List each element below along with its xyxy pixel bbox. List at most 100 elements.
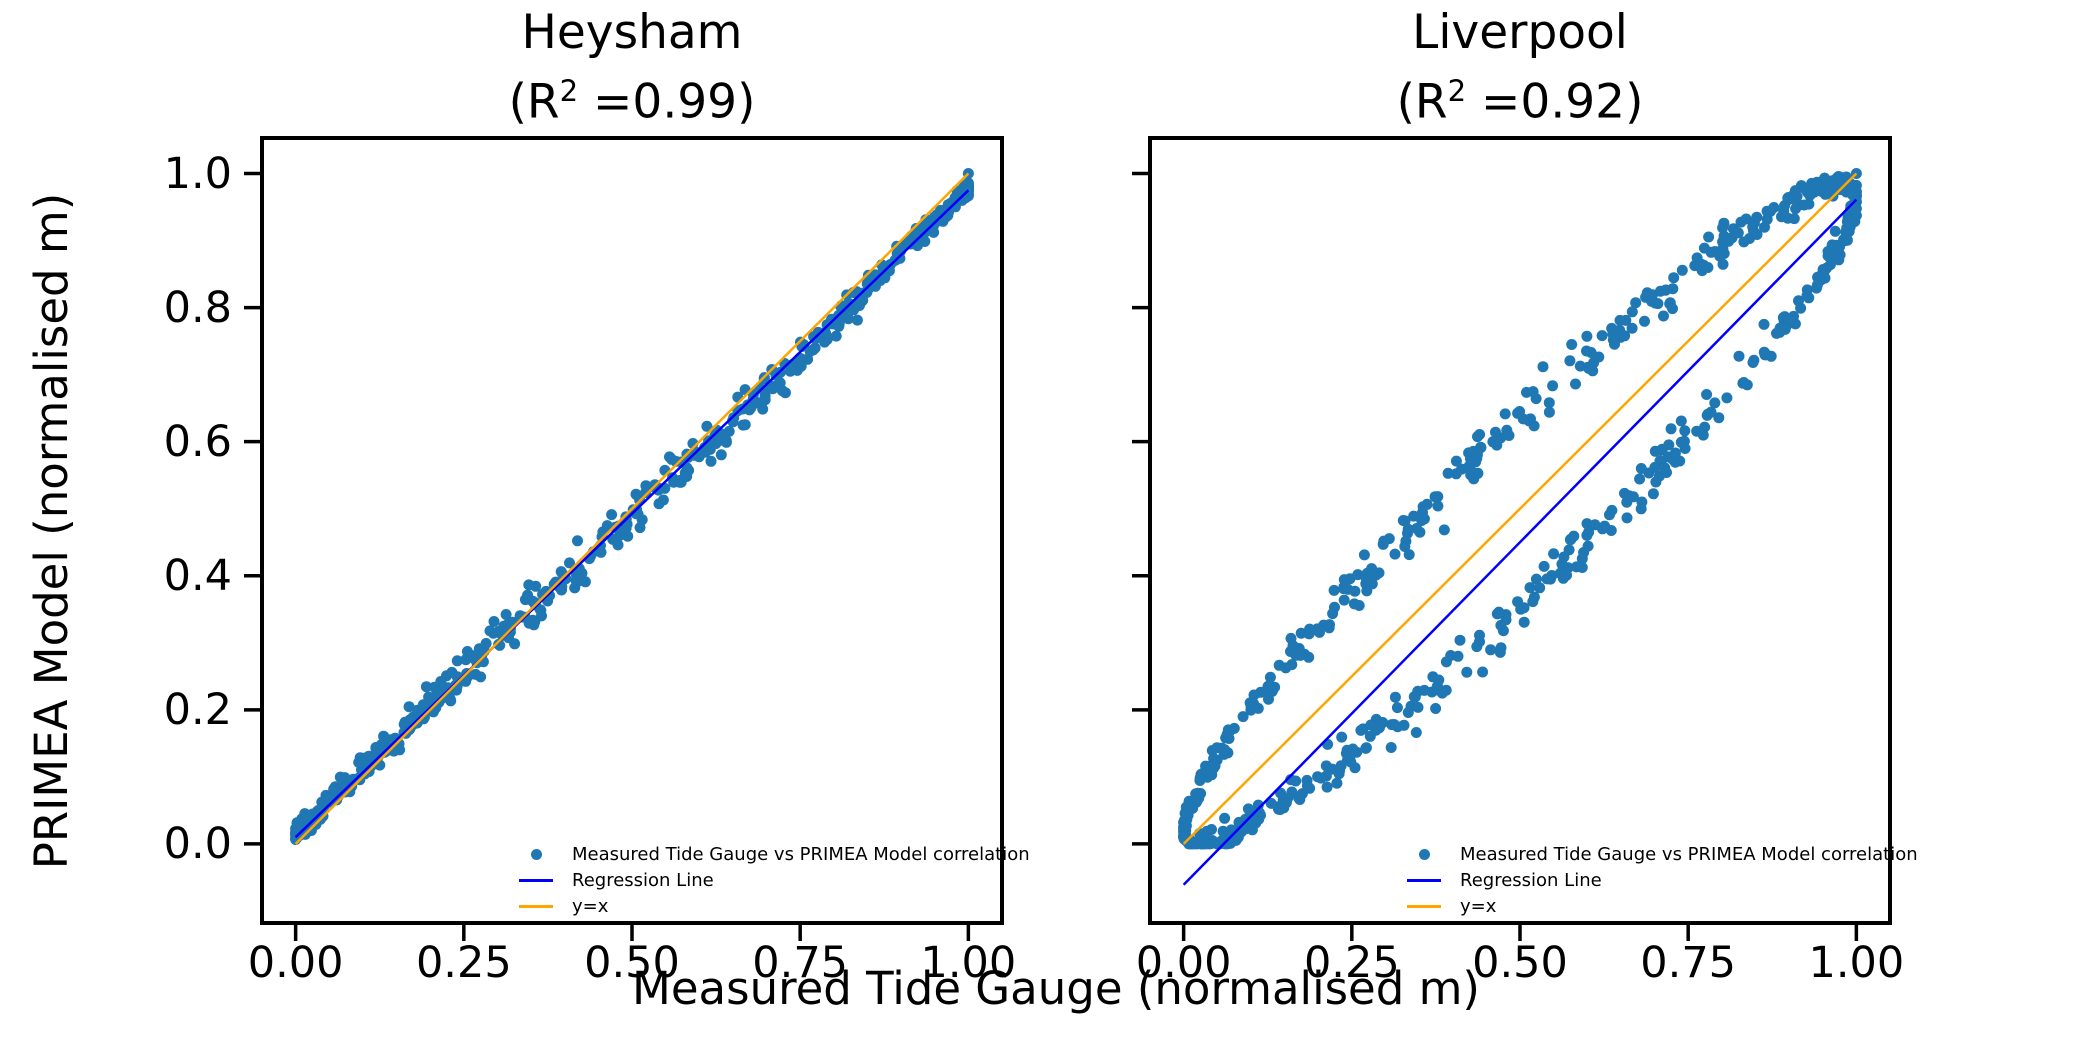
x-tick-label: 1.00 [920,938,1017,988]
legend-line-swatch [1407,904,1441,908]
scatter-point [1698,242,1710,254]
scatter-point [1829,225,1841,237]
scatter-point [1500,614,1512,626]
scatter-point [961,183,973,194]
scatter-point [1548,548,1560,560]
scatter-point [1264,671,1276,683]
r2-suffix: =0.92) [1466,74,1644,130]
scatter-point [1635,463,1647,474]
identity-line-0 [294,172,970,845]
scatter-point [1774,322,1786,334]
scatter-point [812,326,824,338]
scatter-point [1295,627,1307,639]
x-tick-label: 1.00 [1808,938,1905,988]
scatter-point [1574,360,1586,372]
scatter-point [1568,530,1580,542]
panel-title-liverpool-name: Liverpool [1412,5,1628,60]
scatter-point [1192,787,1203,799]
scatter-point [1614,324,1626,336]
scatter-point [1477,666,1489,678]
scatter-point [1206,769,1218,781]
scatter-point [480,638,492,649]
scatter-point [1403,549,1415,561]
scatter-point [1385,742,1397,753]
scatter-point [1788,213,1800,225]
scatter-point [1328,584,1340,596]
scatter-point [1417,507,1428,518]
scatter-point [1378,535,1390,547]
y-tick-label: 0.8 [163,282,232,333]
scatter-point [1735,216,1747,228]
legend-label: Regression Line [572,869,714,891]
scatter-point [1578,547,1590,558]
scatter-point [1514,406,1526,417]
scatter-point [1795,302,1807,314]
scatter-point [851,314,863,326]
legend-line-icon [508,878,564,882]
scatter-point [1668,272,1680,284]
scatter-point [1402,523,1414,535]
scatter-point [1534,582,1546,594]
scatter-point [1263,680,1275,692]
r2-prefix: (R [1396,74,1448,130]
scatter-point [1518,616,1530,628]
scatter-point [1788,310,1799,322]
legend-label: y=x [572,895,609,917]
scatter-point [1388,719,1400,730]
scatter-point [1472,467,1484,479]
scatter-point [1252,702,1264,714]
scatter-point [1636,496,1648,508]
scatter-point [579,576,591,588]
scatter-point [894,252,906,264]
scatter-point [523,579,535,591]
scatter-point [1336,731,1348,743]
scatter-point [484,625,496,637]
scatter-point [1758,346,1770,358]
scatter-point [1738,236,1750,248]
scatter-point [1179,807,1191,819]
scatter-point [1474,429,1486,440]
scatter-point [1430,703,1442,714]
scatter-point [1452,650,1464,662]
r2-sup: 2 [559,74,579,108]
scatter-point [1759,221,1770,233]
legend-line-swatch [1407,878,1441,882]
scatter-point [819,336,831,348]
scatter-point [1338,574,1350,586]
scatter-point [1804,189,1816,201]
scatter-point [1324,619,1335,631]
x-tick-label: 0.25 [1303,938,1400,988]
scatter-point [634,522,646,534]
scatter-point [1570,378,1581,390]
scatter-point [1701,389,1713,400]
scatter-point [705,455,717,467]
scatter-point [1547,380,1559,392]
scatter-point [742,399,754,411]
scatter-point [1665,423,1677,435]
legend-label: Regression Line [1460,869,1602,891]
scatter-point [571,576,583,588]
scatter-point [1627,491,1639,503]
panel-title-heysham: Heysham (R2 =0.99) [262,4,1002,132]
scatter-point [1304,782,1316,794]
scatter-point [1373,722,1385,734]
x-tick-label: 0.50 [584,938,680,988]
scatter-point [1777,312,1789,324]
scatter-point [1360,742,1372,754]
axes-frame-0 [260,136,1004,925]
scatter-point [1650,476,1662,488]
scatter-point [451,655,463,667]
scatter-point [737,419,749,431]
scatter-point [1293,792,1305,804]
scatter-point [1581,345,1592,357]
scatter-point [1290,649,1302,661]
legend-label: y=x [1460,895,1497,917]
y-tick-label: 0.6 [163,416,232,467]
legend-row: Regression Line [1396,867,1918,893]
scatter-point [1456,463,1468,475]
scatter-point [1338,594,1350,606]
scatter-point [681,462,693,474]
scatter-point [461,646,473,657]
scatter-point [674,476,686,488]
scatter-point [1758,318,1770,330]
